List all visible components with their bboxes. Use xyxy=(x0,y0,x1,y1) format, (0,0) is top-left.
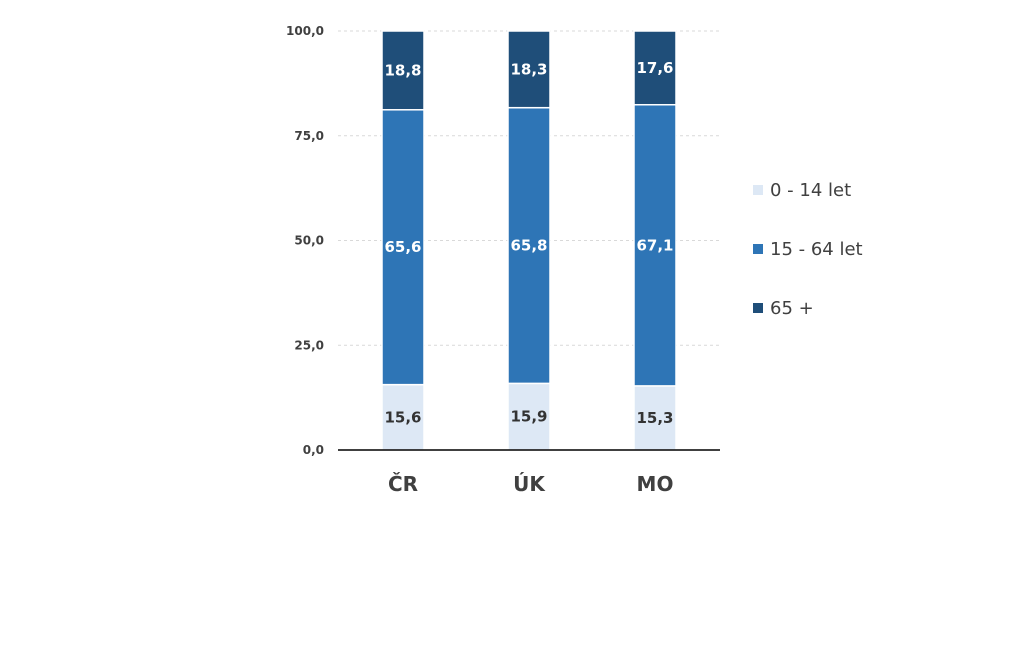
bar-segment xyxy=(507,106,551,385)
x-axis-categories: ČR ÚK MO xyxy=(388,472,673,496)
bar-segment xyxy=(633,30,677,106)
legend-swatch xyxy=(753,244,763,254)
y-tick-label: 75,0 xyxy=(294,129,324,143)
y-axis-ticks: 0,0 25,0 50,0 75,0 100,0 xyxy=(286,24,324,457)
y-tick-label: 50,0 xyxy=(294,234,324,248)
data-label: 17,6 xyxy=(636,59,673,77)
bar-segment xyxy=(633,385,677,451)
y-tick-label: 0,0 xyxy=(303,443,324,457)
bar-segment xyxy=(633,103,677,387)
data-label: 65,8 xyxy=(510,237,547,255)
legend-item: 0 - 14 let xyxy=(753,180,851,201)
legend-item: 65 + xyxy=(753,298,814,319)
legend: 0 - 14 let 15 - 64 let 65 + xyxy=(753,180,863,319)
bar-segment xyxy=(381,30,425,111)
y-tick-label: 25,0 xyxy=(294,338,324,352)
data-label: 18,3 xyxy=(510,60,547,78)
bar-segment xyxy=(381,109,425,386)
legend-item: 15 - 64 let xyxy=(753,239,863,260)
bar-stack-3: 15,3 67,1 17,6 xyxy=(633,30,677,451)
bar-stack-2: 15,9 65,8 18,3 xyxy=(507,30,551,451)
bar-segment xyxy=(507,30,551,109)
data-label: 18,8 xyxy=(384,61,421,79)
x-category-label: ÚK xyxy=(513,472,546,496)
legend-label: 65 + xyxy=(770,298,814,319)
bar-stack-1: 15,6 65,6 18,8 xyxy=(381,30,425,451)
legend-label: 15 - 64 let xyxy=(770,239,863,260)
data-label: 15,3 xyxy=(636,409,673,427)
legend-swatch xyxy=(753,303,763,313)
x-category-label: MO xyxy=(637,472,674,496)
legend-label: 0 - 14 let xyxy=(770,180,851,201)
data-label: 65,6 xyxy=(384,238,421,256)
data-label: 15,6 xyxy=(384,408,421,426)
data-label: 67,1 xyxy=(636,236,673,254)
data-label: 15,9 xyxy=(510,408,547,426)
x-category-label: ČR xyxy=(388,472,418,496)
legend-swatch xyxy=(753,185,763,195)
bars: 15,6 65,6 18,8 15,9 65,8 18,3 15,3 67,1 17,6 xyxy=(381,30,677,451)
y-tick-label: 100,0 xyxy=(286,24,324,38)
